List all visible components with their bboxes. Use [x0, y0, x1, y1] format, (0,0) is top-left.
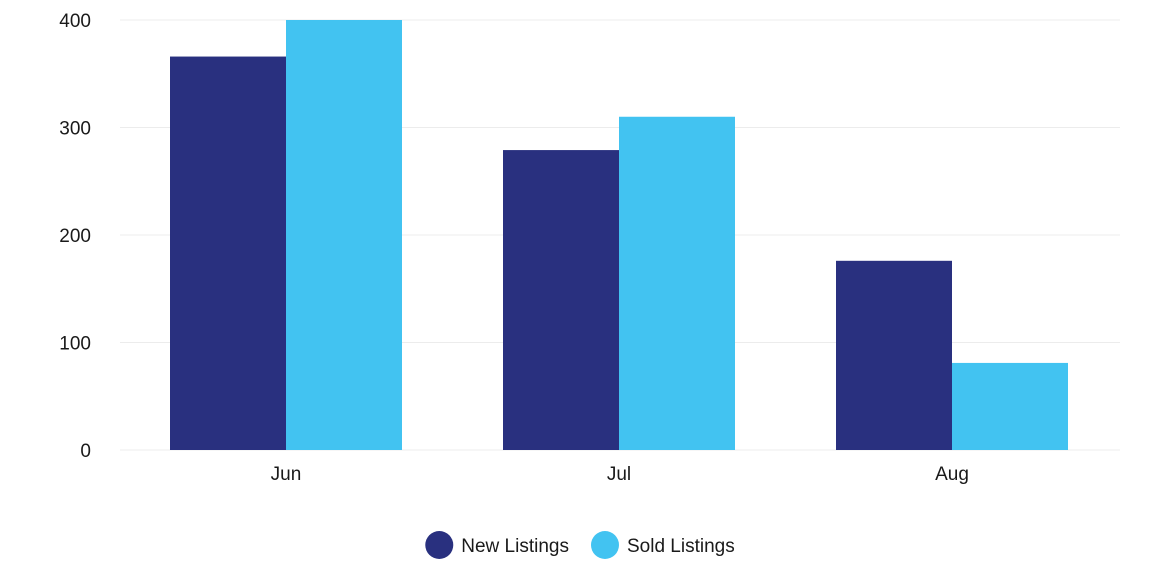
legend-label: Sold Listings	[627, 536, 735, 557]
bar-new-listings-jun	[170, 56, 286, 451]
legend-item-sold-listings[interactable]: Sold Listings	[590, 531, 735, 559]
x-tick-label: Jul	[607, 464, 631, 485]
y-tick-label: 300	[59, 119, 91, 140]
y-tick-label: 200	[59, 226, 91, 247]
legend-swatch	[590, 531, 619, 559]
y-tick-label: 100	[59, 334, 91, 355]
x-tick-label: Jun	[271, 464, 302, 485]
bar-new-listings-aug	[836, 260, 952, 450]
y-tick-label: 0	[80, 441, 91, 462]
x-tick-label: Aug	[935, 464, 969, 485]
bars	[170, 20, 1068, 451]
legend-item-new-listings[interactable]: New Listings	[425, 531, 569, 559]
legend: New Listings Sold Listings	[425, 531, 735, 559]
bar-sold-listings-jul	[619, 116, 735, 450]
bar-sold-listings-jun	[286, 20, 402, 450]
y-tick-label: 400	[59, 11, 91, 32]
x-axis-tick-labels: Jun Jul Aug	[271, 464, 969, 485]
legend-swatch	[425, 531, 454, 559]
legend-label: New Listings	[461, 536, 569, 557]
bar-new-listings-jul	[503, 150, 619, 450]
y-axis-tick-labels: 0 100 200 300 400	[59, 11, 91, 462]
bar-sold-listings-aug	[952, 362, 1068, 450]
